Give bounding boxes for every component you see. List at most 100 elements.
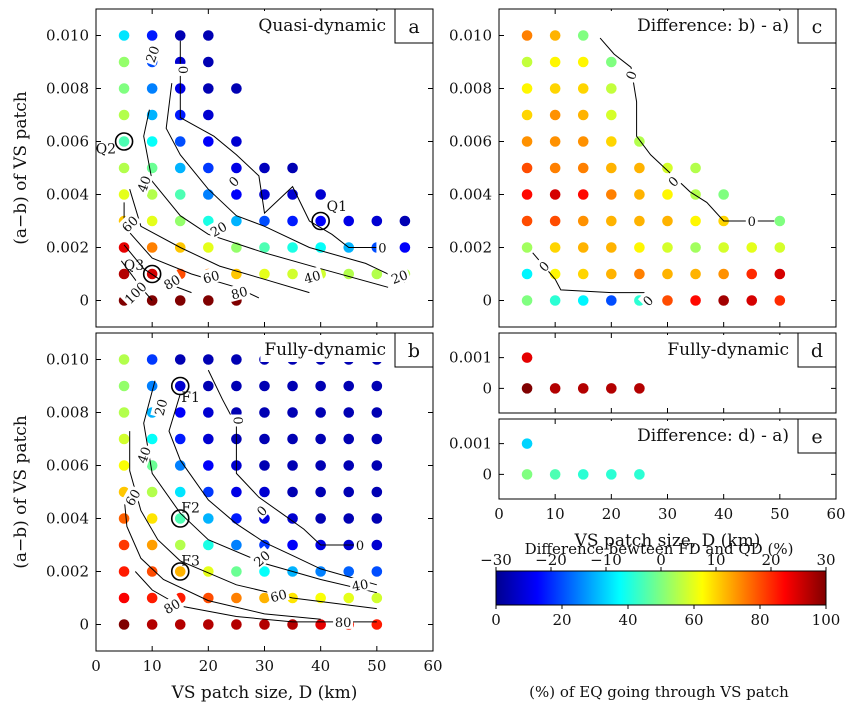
data-point — [287, 513, 298, 524]
data-point — [399, 215, 411, 227]
contour-label-bg — [150, 395, 170, 419]
data-point — [146, 83, 158, 94]
y-tick-label: 0 — [79, 616, 89, 634]
data-point — [231, 513, 242, 524]
contour-label-text: 40 — [351, 577, 370, 595]
data-point — [174, 30, 186, 41]
y-tick-label: 0.002 — [46, 239, 89, 257]
data-point — [606, 109, 617, 121]
contour-label-bg — [120, 484, 144, 510]
data-point — [174, 136, 186, 147]
data-point — [371, 407, 383, 418]
data-point — [549, 295, 561, 306]
contour-label-text: 0 — [356, 539, 364, 554]
data-point — [343, 566, 355, 577]
panel-title-bg — [260, 11, 392, 38]
data-point — [371, 460, 383, 471]
data-point — [662, 189, 673, 200]
contour-label-text: 20 — [252, 548, 274, 570]
contour-line — [179, 40, 389, 248]
contour-line — [123, 497, 321, 620]
data-point — [146, 592, 158, 604]
data-point — [549, 109, 561, 121]
data-point — [549, 215, 561, 227]
data-point — [343, 215, 355, 227]
contour-label-bg — [205, 216, 231, 240]
data-point — [549, 242, 561, 253]
marker-label: Q2 — [96, 142, 116, 158]
panel-letter-box — [797, 418, 837, 454]
data-point — [521, 295, 533, 306]
data-point — [606, 215, 617, 227]
y-tick-label: 0.010 — [449, 27, 492, 45]
data-point — [577, 56, 589, 68]
data-point — [521, 438, 533, 449]
data-point — [146, 30, 158, 41]
data-point — [203, 354, 214, 365]
data-point — [399, 242, 411, 253]
contour-label-bg — [348, 575, 372, 594]
data-point — [174, 162, 186, 174]
data-point — [174, 189, 186, 200]
data-point — [371, 566, 383, 577]
panel-letter-box — [797, 332, 837, 368]
data-point — [146, 136, 158, 147]
data-point — [146, 242, 158, 253]
contour-label-text: 40 — [135, 445, 155, 466]
data-point — [118, 433, 130, 445]
data-point — [287, 242, 298, 253]
data-point — [146, 162, 158, 174]
panel-letter-box — [797, 8, 837, 44]
contour-label: 0 — [637, 290, 657, 310]
contour-label: 0 — [175, 63, 192, 76]
data-point — [287, 380, 298, 392]
contour-line — [129, 431, 377, 610]
data-point — [118, 162, 130, 174]
data-point — [343, 460, 355, 471]
panel-title-bg — [608, 11, 795, 38]
data-point — [577, 268, 589, 280]
x-tick-label: 50 — [770, 505, 789, 523]
data-point — [231, 83, 242, 94]
contour-label-bg — [248, 545, 274, 571]
panel-title-bg — [608, 421, 795, 448]
data-point — [259, 162, 270, 174]
data-point — [549, 162, 561, 174]
colorbar-gradient — [495, 570, 827, 606]
x-tick-label: 50 — [367, 657, 386, 675]
data-point — [343, 380, 355, 392]
data-point — [259, 215, 270, 227]
data-point — [634, 189, 645, 200]
y-tick-label: 0.001 — [449, 435, 492, 453]
data-point — [371, 433, 383, 445]
data-point — [203, 56, 214, 68]
contour-label-text: 0 — [226, 174, 242, 190]
data-point — [315, 189, 326, 200]
contour-label: 0 — [534, 256, 553, 275]
data-point — [371, 268, 383, 280]
data-point — [203, 189, 214, 200]
data-point — [118, 56, 130, 68]
contour-label-text: 60 — [202, 269, 222, 288]
contour-label: 80 — [159, 269, 184, 294]
data-point — [577, 383, 589, 394]
panel-d: 0 0.001 Fully-dynamic d — [449, 332, 837, 414]
contour-label-bg — [159, 269, 184, 293]
data-point — [287, 433, 298, 445]
data-point — [118, 566, 130, 577]
data-point — [231, 162, 242, 174]
panel-letter: e — [811, 426, 822, 448]
colorbar-bottom-tick-label: 80 — [750, 611, 769, 629]
data-point — [690, 295, 701, 306]
data-point — [521, 56, 533, 68]
data-point — [690, 242, 701, 253]
contour-label-text: 0 — [666, 174, 682, 190]
contour-label-bg — [637, 290, 657, 310]
data-point — [662, 215, 673, 227]
data-point — [203, 407, 214, 418]
data-point — [231, 619, 242, 630]
data-point — [174, 486, 186, 498]
data-point — [371, 215, 383, 227]
contour-label-bg — [300, 266, 324, 286]
data-point — [521, 215, 533, 227]
